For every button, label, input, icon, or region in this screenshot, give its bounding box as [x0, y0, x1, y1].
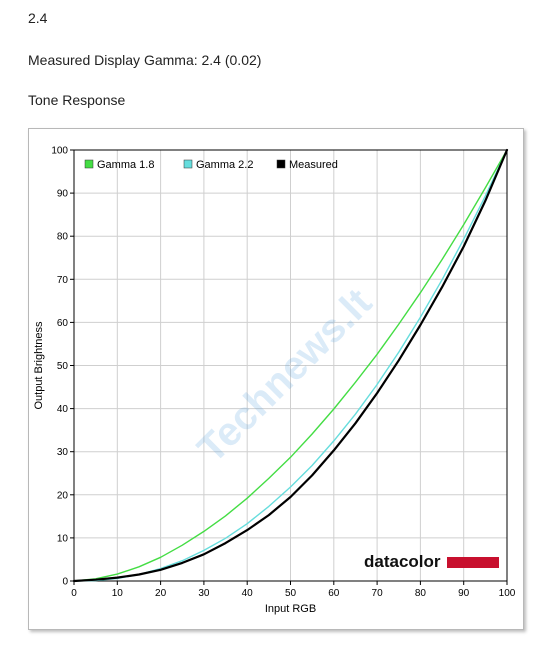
- y-tick-label: 30: [57, 447, 69, 458]
- series-line-measured: [72, 148, 509, 583]
- legend-label: Gamma 1.8: [97, 159, 154, 171]
- series-lines: [72, 148, 509, 583]
- datacolor-logo: datacolor: [364, 552, 499, 571]
- legend-label: Measured: [289, 159, 338, 171]
- y-tick-label: 60: [57, 318, 69, 329]
- y-axis-label: Output Brightness: [33, 321, 45, 410]
- tone-response-chart-panel: Technews.lt 0 10 20 30 40 50 60 70 80 90 100 0 10 20 3…: [28, 128, 524, 630]
- legend-label: Gamma 2.2: [196, 159, 253, 171]
- measured-gamma-text: Measured Display Gamma: 2.4 (0.02): [28, 52, 262, 68]
- x-tick-label: 10: [112, 588, 124, 599]
- x-tick-label: 80: [415, 588, 427, 599]
- legend-swatch: [84, 159, 94, 169]
- legend: Gamma 1.8 Gamma 2.2 Measured: [84, 159, 338, 171]
- x-tick-label: 90: [458, 588, 470, 599]
- y-tick-label: 90: [57, 189, 69, 200]
- watermark-text: Technews.lt: [189, 280, 380, 471]
- x-axis-label: Input RGB: [265, 603, 316, 615]
- x-tick-label: 60: [328, 588, 340, 599]
- x-tick-label: 20: [155, 588, 167, 599]
- legend-swatch: [276, 159, 286, 169]
- axis-ticks: 0 10 20 30 40 50 60 70 80 90 100 0 10 20 30 40 50 60 70 80 9…: [51, 146, 515, 600]
- x-tick-label: 30: [198, 588, 210, 599]
- legend-swatch: [183, 159, 193, 169]
- x-tick-label: 70: [372, 588, 384, 599]
- section-title: Tone Response: [28, 92, 126, 108]
- y-tick-label: 80: [57, 232, 69, 243]
- gamma-target-label: 2.4: [28, 10, 48, 26]
- x-tick-label: 0: [71, 588, 77, 599]
- y-tick-label: 70: [57, 275, 69, 286]
- series-line-gamma-1-8: [73, 149, 508, 582]
- y-tick-label: 10: [57, 533, 69, 544]
- y-tick-label: 50: [57, 361, 69, 372]
- y-tick-label: 100: [51, 146, 68, 157]
- y-tick-label: 0: [62, 577, 68, 588]
- x-tick-label: 40: [242, 588, 254, 599]
- datacolor-logo-text: datacolor: [364, 552, 441, 571]
- y-tick-label: 40: [57, 404, 69, 415]
- x-tick-label: 50: [285, 588, 297, 599]
- tone-response-chart: Technews.lt 0 10 20 30 40 50 60 70 80 90 100 0 10 20 3…: [33, 146, 516, 616]
- x-tick-label: 100: [499, 588, 516, 599]
- watermark: Technews.lt: [189, 280, 380, 471]
- datacolor-logo-bar: [447, 557, 499, 568]
- y-tick-label: 20: [57, 490, 69, 501]
